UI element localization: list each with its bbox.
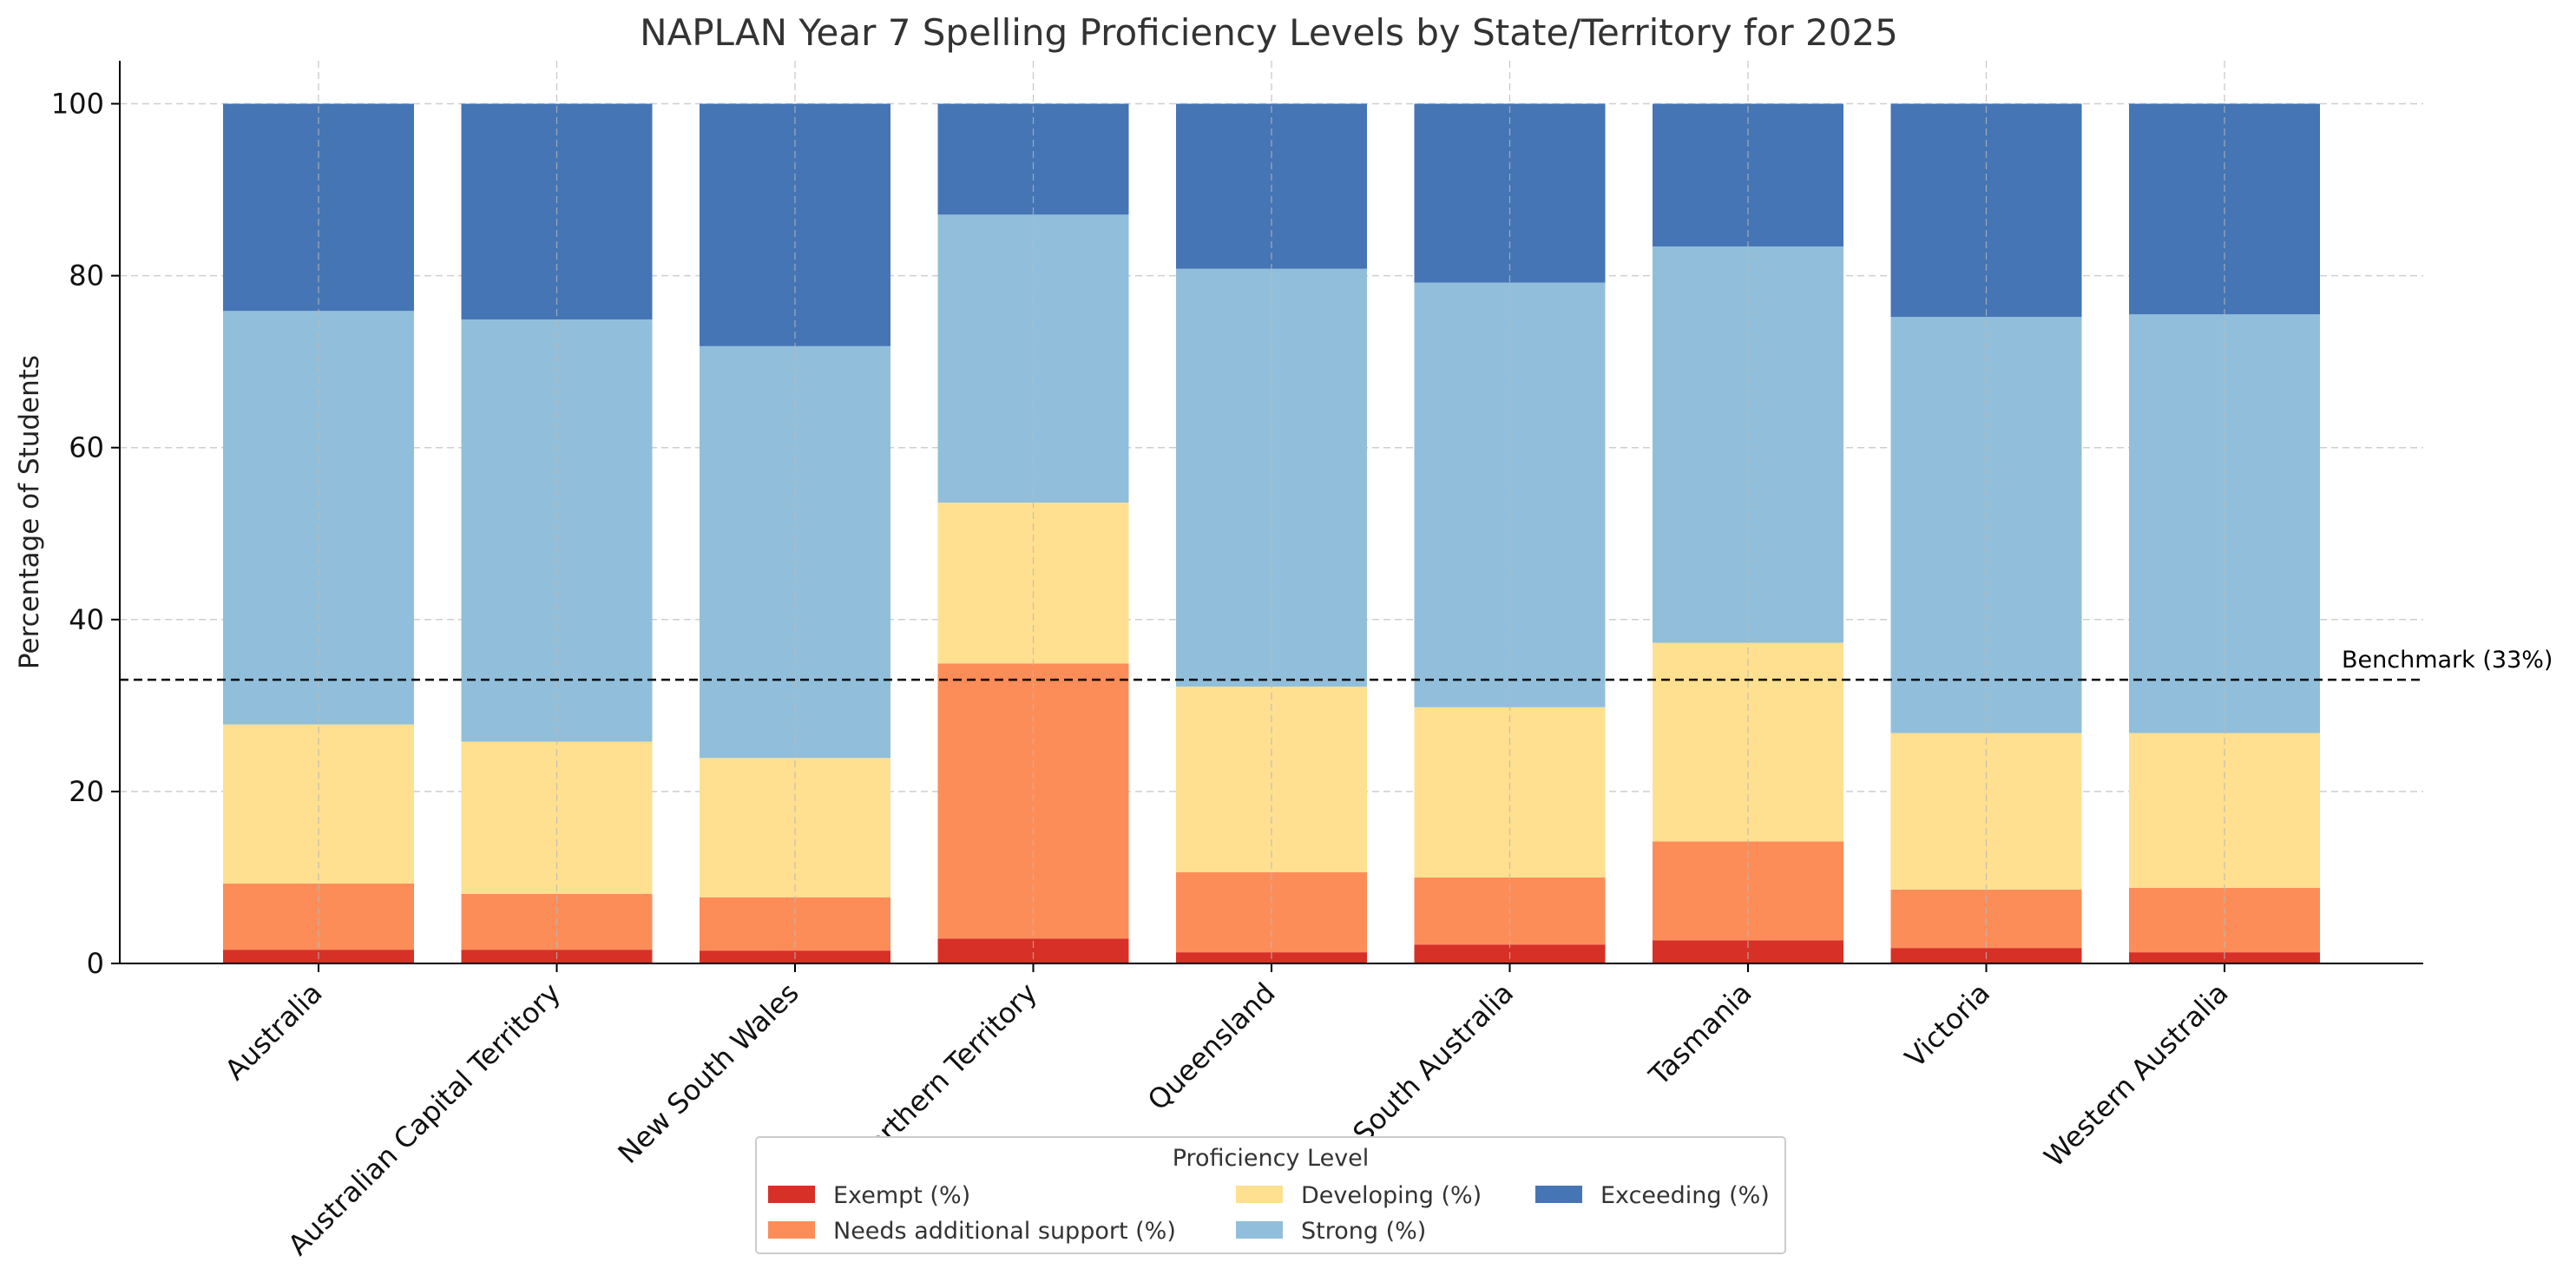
legend-item: Strong (%): [1236, 1218, 1426, 1245]
benchmark-label: Benchmark (33%): [2342, 647, 2553, 674]
legend-label: Exempt (%): [833, 1182, 970, 1209]
bars: [223, 61, 2320, 963]
legend-item: Developing (%): [1236, 1182, 1482, 1209]
bar-segment: [223, 883, 414, 950]
y-ticks: 0 20 40 60 80 100: [51, 88, 120, 980]
y-axis-label: Percentage of Students: [14, 355, 45, 669]
legend-label: Developing (%): [1301, 1182, 1482, 1209]
benchmark-line-group: Benchmark (33%): [120, 647, 2553, 681]
bar-segment: [1414, 707, 1606, 878]
legend-swatch: [1236, 1221, 1283, 1239]
legend-label: Strong (%): [1301, 1218, 1426, 1245]
legend-label: Exceeding (%): [1600, 1182, 1770, 1209]
legend-item: Exceeding (%): [1535, 1182, 1770, 1209]
y-tick-label: 0: [87, 947, 104, 980]
chart-title: NAPLAN Year 7 Spelling Proficiency Level…: [640, 11, 1898, 54]
x-tick-label: Queensland: [1141, 976, 1282, 1117]
x-tick-label: Australian Capital Territory: [281, 976, 567, 1262]
legend-item: Exempt (%): [768, 1182, 970, 1209]
bar-segment: [1176, 268, 1367, 687]
x-tick-label: Western Australia: [2038, 976, 2235, 1174]
legend-items: Exempt (%) Needs additional support (%) De…: [768, 1182, 1770, 1245]
legend-item: Needs additional support (%): [768, 1218, 1176, 1245]
x-tick-label: South Australia: [1346, 976, 1520, 1150]
y-tick-label: 100: [51, 88, 104, 121]
y-tick-label: 20: [69, 775, 104, 808]
y-tick-label: 40: [69, 603, 104, 636]
legend-swatch: [1236, 1186, 1283, 1203]
y-tick-label: 60: [69, 431, 104, 464]
legend-title: Proficiency Level: [1173, 1145, 1370, 1172]
legend: Proficiency Level Exempt (%) Needs additi…: [755, 1136, 1786, 1254]
legend-swatch: [1535, 1186, 1582, 1203]
x-tick-label: Tasmania: [1642, 976, 1758, 1093]
bar-segment: [223, 724, 414, 884]
legend-swatch: [768, 1186, 815, 1203]
x-tick-label: Victoria: [1898, 976, 1996, 1075]
x-tick-label: Australia: [219, 976, 329, 1087]
y-tick-label: 80: [69, 260, 104, 293]
legend-swatch: [768, 1221, 815, 1239]
legend-label: Needs additional support (%): [833, 1218, 1176, 1245]
